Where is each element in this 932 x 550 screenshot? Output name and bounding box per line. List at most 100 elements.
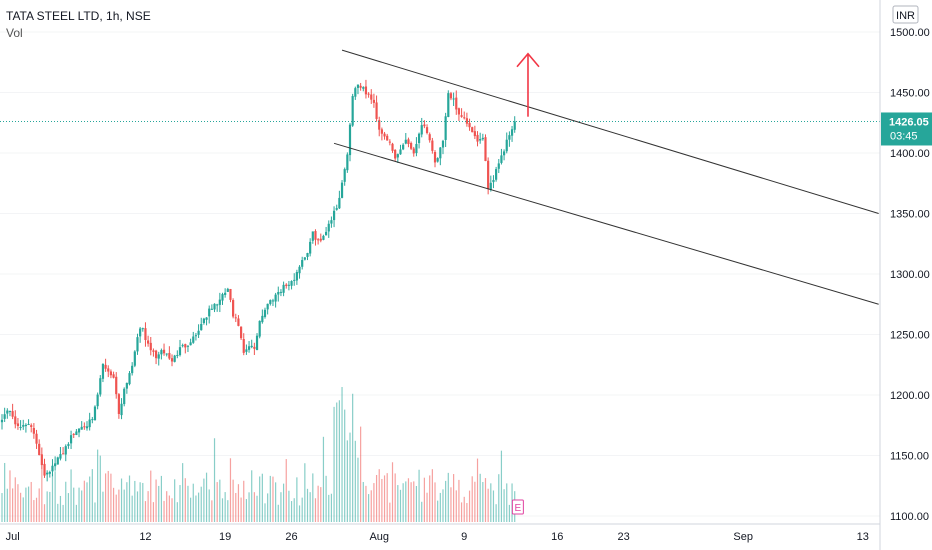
volume-bar xyxy=(320,487,322,522)
volume-bar xyxy=(219,479,221,522)
volume-bar xyxy=(490,483,492,522)
candle xyxy=(447,90,450,118)
candle xyxy=(383,131,386,140)
price-tick-label: 1150.00 xyxy=(890,451,929,463)
volume-bar xyxy=(163,500,165,522)
candle xyxy=(391,142,394,153)
candle-body xyxy=(152,350,155,352)
volume-bar xyxy=(389,502,391,522)
candle xyxy=(388,139,391,146)
volume-bar xyxy=(328,494,330,522)
volume-bar xyxy=(4,462,6,522)
volume-bar xyxy=(476,458,479,522)
candle xyxy=(311,231,314,244)
candle-body xyxy=(32,428,35,434)
time-tick-label: 9 xyxy=(461,531,467,543)
candle xyxy=(290,280,293,290)
volume-bar xyxy=(362,481,364,522)
volume-bar xyxy=(227,500,229,522)
volume-bar xyxy=(70,469,72,522)
candle-body xyxy=(510,129,514,136)
candle xyxy=(502,149,506,161)
candle xyxy=(314,229,317,246)
candle-body xyxy=(327,223,330,232)
candle xyxy=(410,141,413,151)
candle-body xyxy=(290,281,293,286)
volume-bar xyxy=(418,469,420,522)
candle-body xyxy=(210,308,213,310)
time-axis[interactable]: Jul 12 19 26 Aug 9 16 23 Sep 13 xyxy=(0,523,880,543)
candle-body xyxy=(189,342,192,346)
candle-body xyxy=(120,403,123,416)
candle-body xyxy=(46,472,49,475)
volume-bar xyxy=(75,504,77,522)
candle xyxy=(56,456,59,465)
candle xyxy=(375,95,378,122)
candle-body xyxy=(72,433,75,435)
candle-body xyxy=(0,419,4,423)
volume-bar xyxy=(285,459,287,522)
candle-body xyxy=(340,182,344,198)
candle xyxy=(487,157,490,195)
volume-bar xyxy=(426,492,428,522)
candle-body xyxy=(208,308,211,317)
candle xyxy=(250,339,253,349)
volume-bar xyxy=(391,462,394,522)
candle xyxy=(32,423,35,439)
candle xyxy=(362,86,365,92)
candle-body xyxy=(160,350,163,355)
candle xyxy=(367,92,370,98)
candle xyxy=(131,362,134,376)
volume-bar xyxy=(508,504,510,522)
volume-bar xyxy=(495,504,497,522)
candle-body xyxy=(14,416,17,425)
volume-bar xyxy=(280,492,282,522)
arrow-head xyxy=(516,52,540,68)
candle xyxy=(43,458,46,478)
volume-bar xyxy=(243,480,245,522)
volume-bar xyxy=(468,490,471,522)
candle xyxy=(425,124,429,135)
candle xyxy=(335,204,338,211)
candle-body xyxy=(335,208,338,210)
trend-channel-lines[interactable] xyxy=(333,49,879,305)
time-tick-label: 13 xyxy=(857,531,869,543)
volume-indicator-label[interactable]: Vol xyxy=(6,26,23,40)
candle-body xyxy=(224,292,227,295)
time-tick-label: Aug xyxy=(369,531,389,543)
candle-body xyxy=(62,453,65,455)
candle xyxy=(128,371,131,386)
candle xyxy=(242,333,245,356)
volume-bar xyxy=(171,498,173,522)
candle-body xyxy=(255,335,259,350)
candle-body xyxy=(489,182,492,190)
candle xyxy=(495,166,498,182)
breakout-arrow[interactable]: E xyxy=(511,52,540,515)
candle-body xyxy=(279,291,283,293)
volume-bar xyxy=(73,487,75,522)
candle-body xyxy=(154,350,158,359)
candle xyxy=(484,134,487,162)
candle-body xyxy=(479,139,482,141)
symbol-title[interactable]: TATA STEEL LTD, 1h, NSE xyxy=(6,9,151,23)
volume-bar xyxy=(184,478,186,522)
candle-body xyxy=(402,144,405,150)
volume-bar xyxy=(338,400,340,522)
candle xyxy=(208,305,211,324)
event-marker-label: E xyxy=(515,503,522,514)
candle xyxy=(239,326,243,340)
candle-body xyxy=(436,158,439,162)
candle-body xyxy=(476,134,479,142)
volume-bar xyxy=(264,503,266,522)
candle xyxy=(149,336,152,356)
volume-bar xyxy=(447,472,449,522)
volume-bar xyxy=(120,478,123,522)
candle-body xyxy=(274,294,277,302)
candle-body xyxy=(54,463,57,467)
candle-body xyxy=(19,426,22,428)
candle xyxy=(441,139,445,155)
candle-body xyxy=(396,154,399,158)
volume-bar xyxy=(397,485,399,522)
price-axis[interactable]: 1100.00 1150.00 1200.00 1250.00 1300.00 1350.… xyxy=(879,0,932,550)
